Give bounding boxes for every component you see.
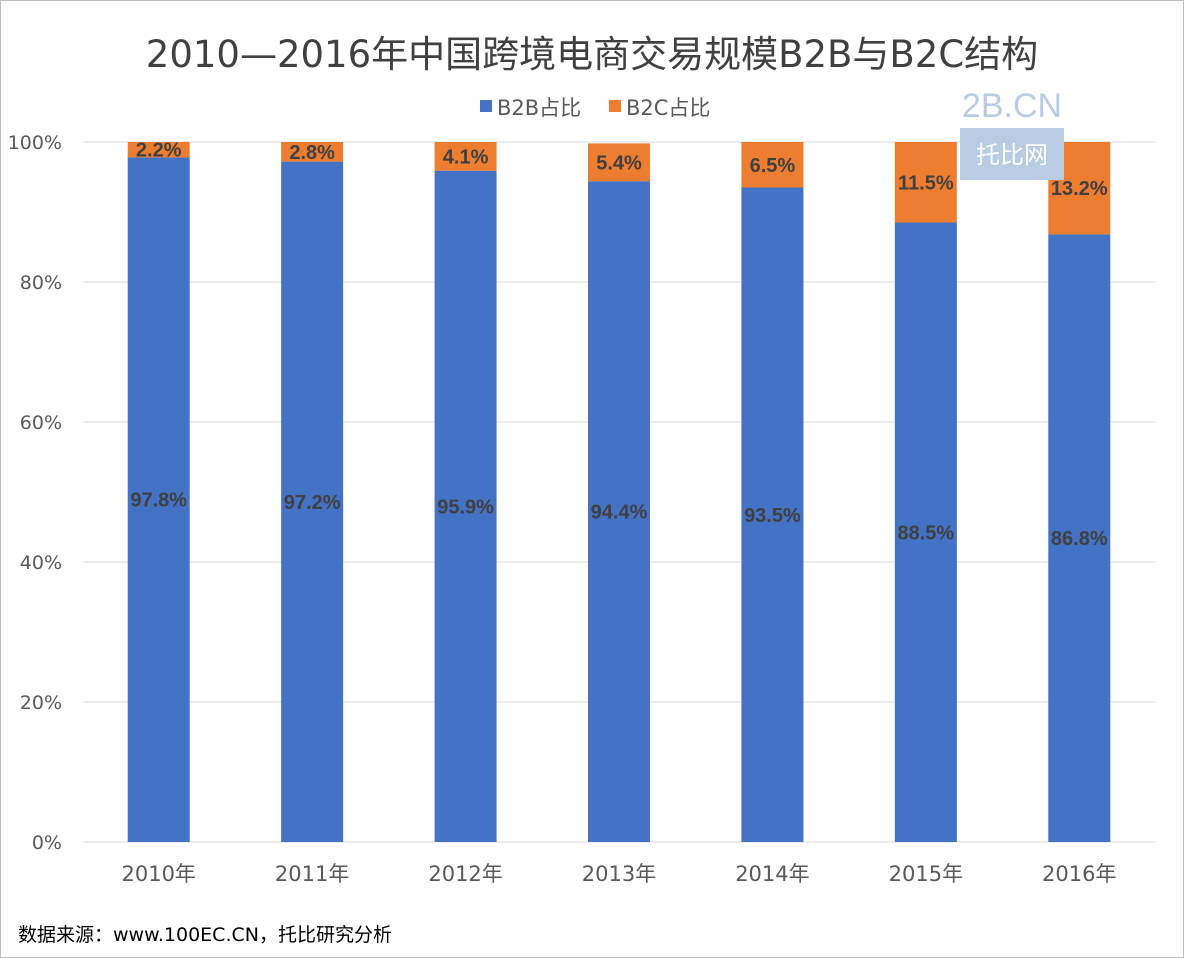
y-tick-label: 20%: [20, 692, 62, 714]
x-category-label: 2010年: [121, 862, 195, 886]
bar-b2b: [588, 181, 650, 842]
y-tick-label: 60%: [20, 412, 62, 434]
data-label-b2c: 11.5%: [898, 172, 954, 194]
watermark: 2B.CN 托比网: [960, 87, 1064, 180]
watermark-name: 托比网: [976, 141, 1048, 169]
bar-b2c: [741, 142, 804, 188]
data-label-b2b: 93.5%: [744, 505, 801, 527]
bar-b2c: [894, 142, 957, 223]
y-axis-ticks: 0% 20% 40% 60% 80% 100%: [8, 132, 62, 854]
bar-b2c: [434, 142, 497, 171]
data-label-b2b: 95.9%: [437, 496, 494, 518]
y-tick-label: 40%: [20, 552, 62, 574]
x-category-label: 2012年: [428, 862, 502, 886]
x-category-label: 2015年: [889, 862, 963, 886]
data-label-b2c: 5.4%: [596, 152, 642, 174]
data-label-b2b: 94.4%: [591, 502, 648, 524]
source-note: 数据来源：www.100EC.CN，托比研究分析: [18, 924, 392, 946]
x-axis-categories: 2010年 2011年 2012年 2013年 2014年 2015年 2016年: [121, 862, 1116, 886]
bar-b2b: [741, 187, 804, 842]
bars: [127, 142, 1111, 843]
bar-b2b: [127, 157, 190, 842]
bar-b2b: [281, 161, 344, 843]
legend-label-b2c: B2C占比: [626, 96, 710, 120]
data-label-b2b: 88.5%: [897, 522, 954, 544]
bar-b2b: [1048, 234, 1111, 842]
legend-swatch-b2b: [480, 100, 492, 112]
legend: B2B占比 B2C占比: [480, 96, 710, 120]
bar-b2b: [894, 222, 957, 842]
data-label-b2b: 97.8%: [130, 490, 187, 512]
data-label-b2c: 2.8%: [289, 142, 335, 164]
y-tick-label: 0%: [32, 832, 62, 854]
bar-b2c: [588, 143, 650, 182]
bar-b2b: [434, 170, 497, 842]
legend-label-b2b: B2B占比: [497, 96, 581, 120]
watermark-box: [960, 128, 1064, 180]
data-label-b2c: 13.2%: [1051, 178, 1108, 200]
y-tick-label: 80%: [20, 272, 62, 294]
watermark-domain: 2B.CN: [962, 87, 1062, 125]
legend-swatch-b2c: [609, 100, 621, 112]
gridlines: [82, 141, 1156, 843]
x-category-label: 2013年: [582, 862, 656, 886]
chart-title: 2010—2016年中国跨境电商交易规模B2B与B2C结构: [146, 33, 1038, 76]
x-category-label: 2016年: [1042, 862, 1116, 886]
y-tick-label: 100%: [8, 132, 62, 154]
bar-b2c: [281, 142, 344, 162]
data-label-b2c: 6.5%: [750, 155, 796, 177]
data-label-b2c: 2.2%: [136, 140, 182, 162]
data-labels: 97.8% 2.2% 97.2% 2.8% 95.9% 4.1% 94.4% 5.4% 93.5…: [130, 140, 1107, 551]
data-label-b2b: 97.2%: [284, 492, 341, 514]
data-label-b2b: 86.8%: [1051, 528, 1108, 550]
x-category-label: 2014年: [735, 862, 809, 886]
x-category-label: 2011年: [275, 862, 349, 886]
bar-b2c: [127, 142, 190, 158]
data-label-b2c: 4.1%: [443, 146, 489, 168]
